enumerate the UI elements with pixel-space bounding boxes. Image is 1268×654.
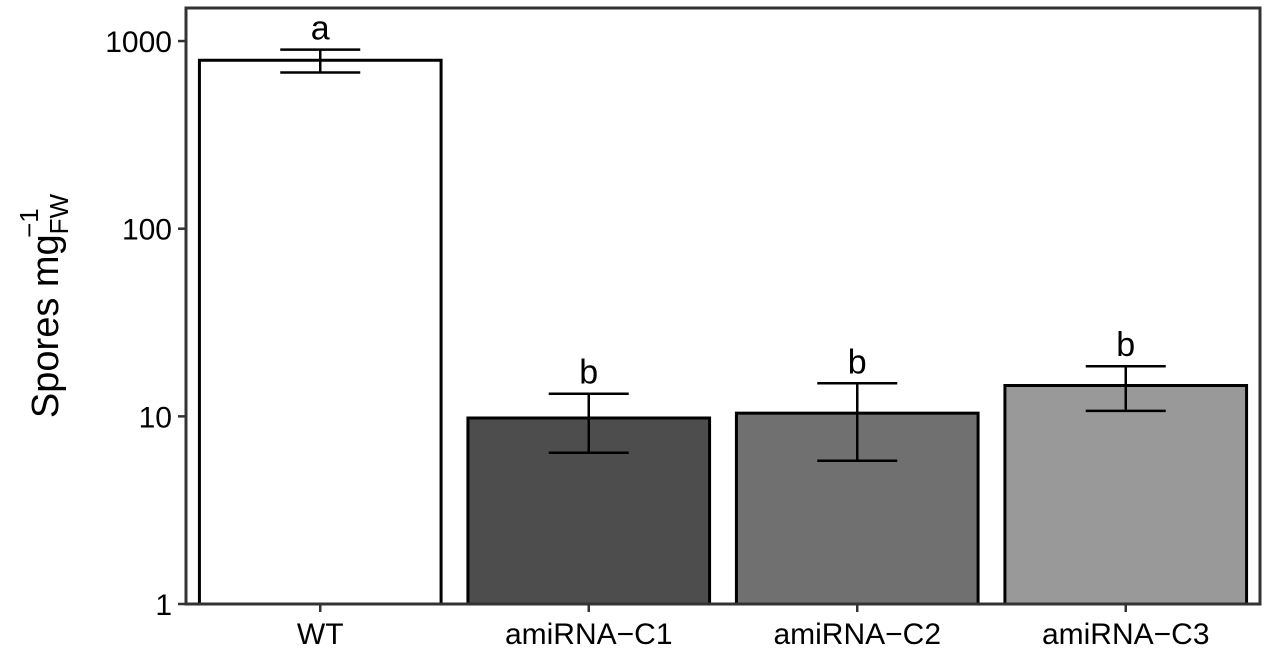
significance-label-0: a: [311, 10, 330, 48]
x-tick-label-3: amiRNA−C3: [1042, 618, 1210, 651]
error-bars-layer: [280, 48, 1166, 462]
y-tick-label-2: 100: [122, 214, 172, 247]
x-tick-label-2: amiRNA−C2: [773, 618, 941, 651]
y-axis-title-main: Spores mg: [25, 234, 67, 418]
bar-3: [1003, 384, 1249, 606]
y-axis-title-subscript: FW: [44, 193, 74, 234]
y-tick-label-0: 1: [155, 589, 172, 622]
y-axis-title-superscript: −1: [14, 208, 44, 238]
x-axis: WT amiRNA−C1 amiRNA−C2 amiRNA−C3: [297, 604, 1210, 651]
y-tick-label-1: 10: [139, 401, 172, 434]
x-tick-label-1: amiRNA−C1: [505, 618, 673, 651]
significance-label-1: b: [579, 354, 598, 392]
significance-label-3: b: [1116, 326, 1135, 364]
bar-0: [197, 58, 443, 606]
bars-layer: [197, 58, 1249, 606]
x-tick-label-0: WT: [297, 618, 344, 651]
y-axis: 1 10 100 1000: [105, 26, 186, 622]
significance-labels-layer: a b b b: [311, 10, 1135, 392]
significance-label-2: b: [848, 343, 867, 381]
y-tick-label-3: 1000: [105, 26, 172, 59]
y-axis-title: Spores mgFW−1: [14, 193, 74, 418]
plot-panel-border: [184, 6, 1262, 606]
